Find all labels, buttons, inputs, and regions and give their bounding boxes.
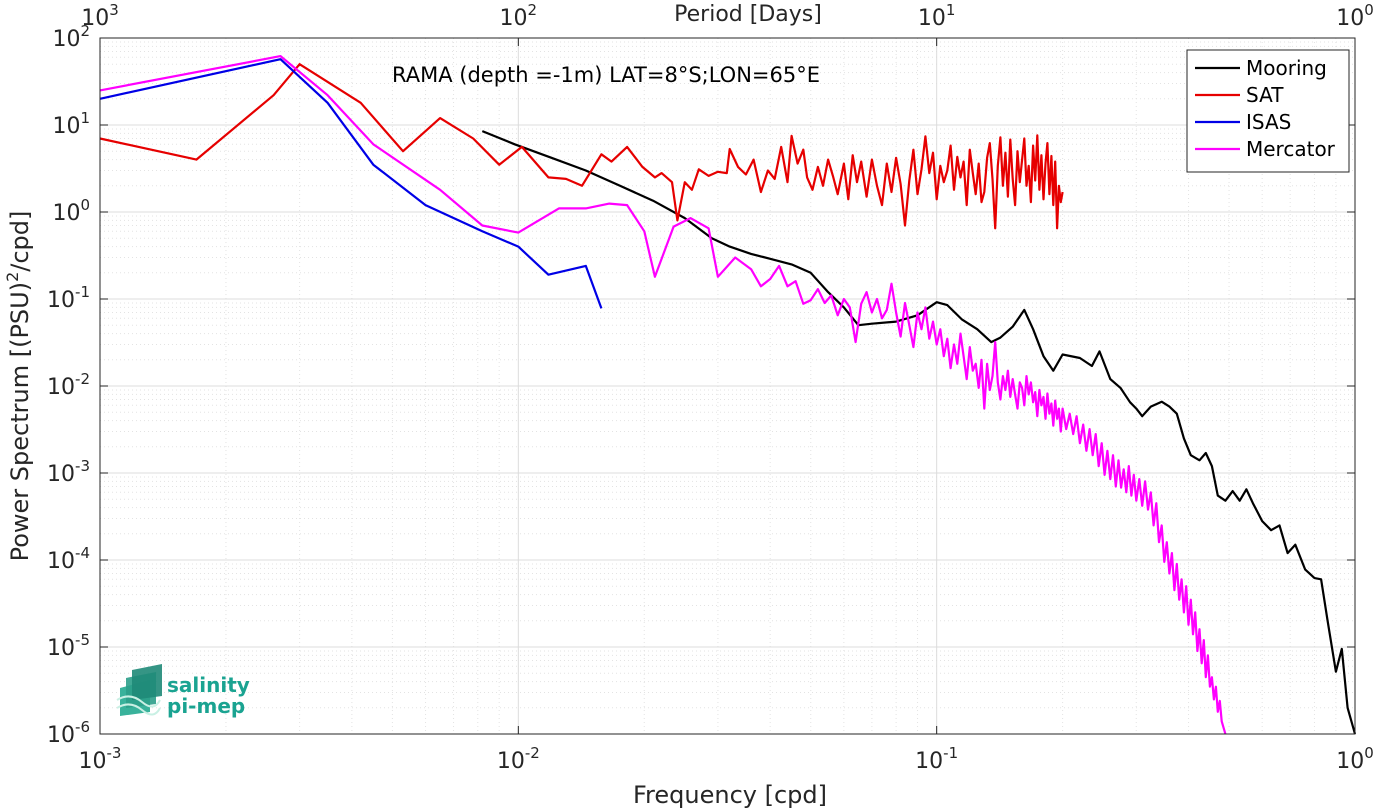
x-tick-label: 10-2 [497, 744, 540, 774]
legend-label-sat: SAT [1246, 83, 1284, 107]
top-tick-label: 100 [1336, 1, 1374, 31]
chart-annotation: RAMA (depth =-1m) LAT=8°S;LON=65°E [392, 63, 820, 87]
logo-wave-icon [116, 664, 162, 716]
x-tick-label: 10-3 [79, 744, 122, 774]
legend-label-mooring: Mooring [1246, 56, 1327, 80]
series-line-isas [99, 58, 603, 309]
top-tick-label: 101 [918, 1, 956, 31]
y-tick-label: 101 [52, 109, 90, 139]
top-tick-label: 103 [81, 1, 119, 31]
y-tick-label: 10-4 [47, 544, 90, 574]
y-axis-label-sup: 2 [3, 272, 22, 282]
x-axis-label: Frequency [cpd] [633, 781, 827, 809]
legend-label-isas: ISAS [1246, 110, 1291, 134]
series-line-mooring [481, 130, 1357, 735]
logo-text-line2: pi-mep [167, 694, 245, 718]
legend-label-mercator: Mercator [1246, 137, 1336, 161]
legend: Mooring SAT ISAS Mercator [1186, 49, 1350, 173]
y-tick-label: 10-1 [47, 283, 90, 313]
series-line-sat [99, 63, 1064, 230]
series-line-mercator [99, 54, 1227, 735]
y-tick-label: 100 [52, 196, 90, 226]
logo-text-line1: salinity [167, 673, 250, 697]
x-tick-label: 100 [1336, 744, 1374, 774]
y-tick-label: 10-3 [47, 457, 90, 487]
grid [99, 37, 1356, 735]
y-axis-label: Power Spectrum [(PSU)2/cpd] [3, 211, 34, 562]
salinity-pi-mep-logo: salinity pi-mep [116, 664, 250, 718]
legend-box [1186, 49, 1350, 173]
series-layer [99, 54, 1357, 735]
y-tick-label: 10-6 [47, 718, 90, 748]
x-tick-label: 10-1 [915, 744, 958, 774]
y-axis-label-suffix: /cpd] [6, 211, 34, 272]
y-tick-label: 102 [52, 22, 90, 52]
y-tick-label: 10-5 [47, 631, 90, 661]
top-tick-label: 102 [500, 1, 538, 31]
top-axis-label: Period [Days] [674, 2, 822, 27]
y-axis-label-prefix: Power Spectrum [(PSU) [6, 282, 34, 561]
y-tick-label: 10-2 [47, 370, 90, 400]
